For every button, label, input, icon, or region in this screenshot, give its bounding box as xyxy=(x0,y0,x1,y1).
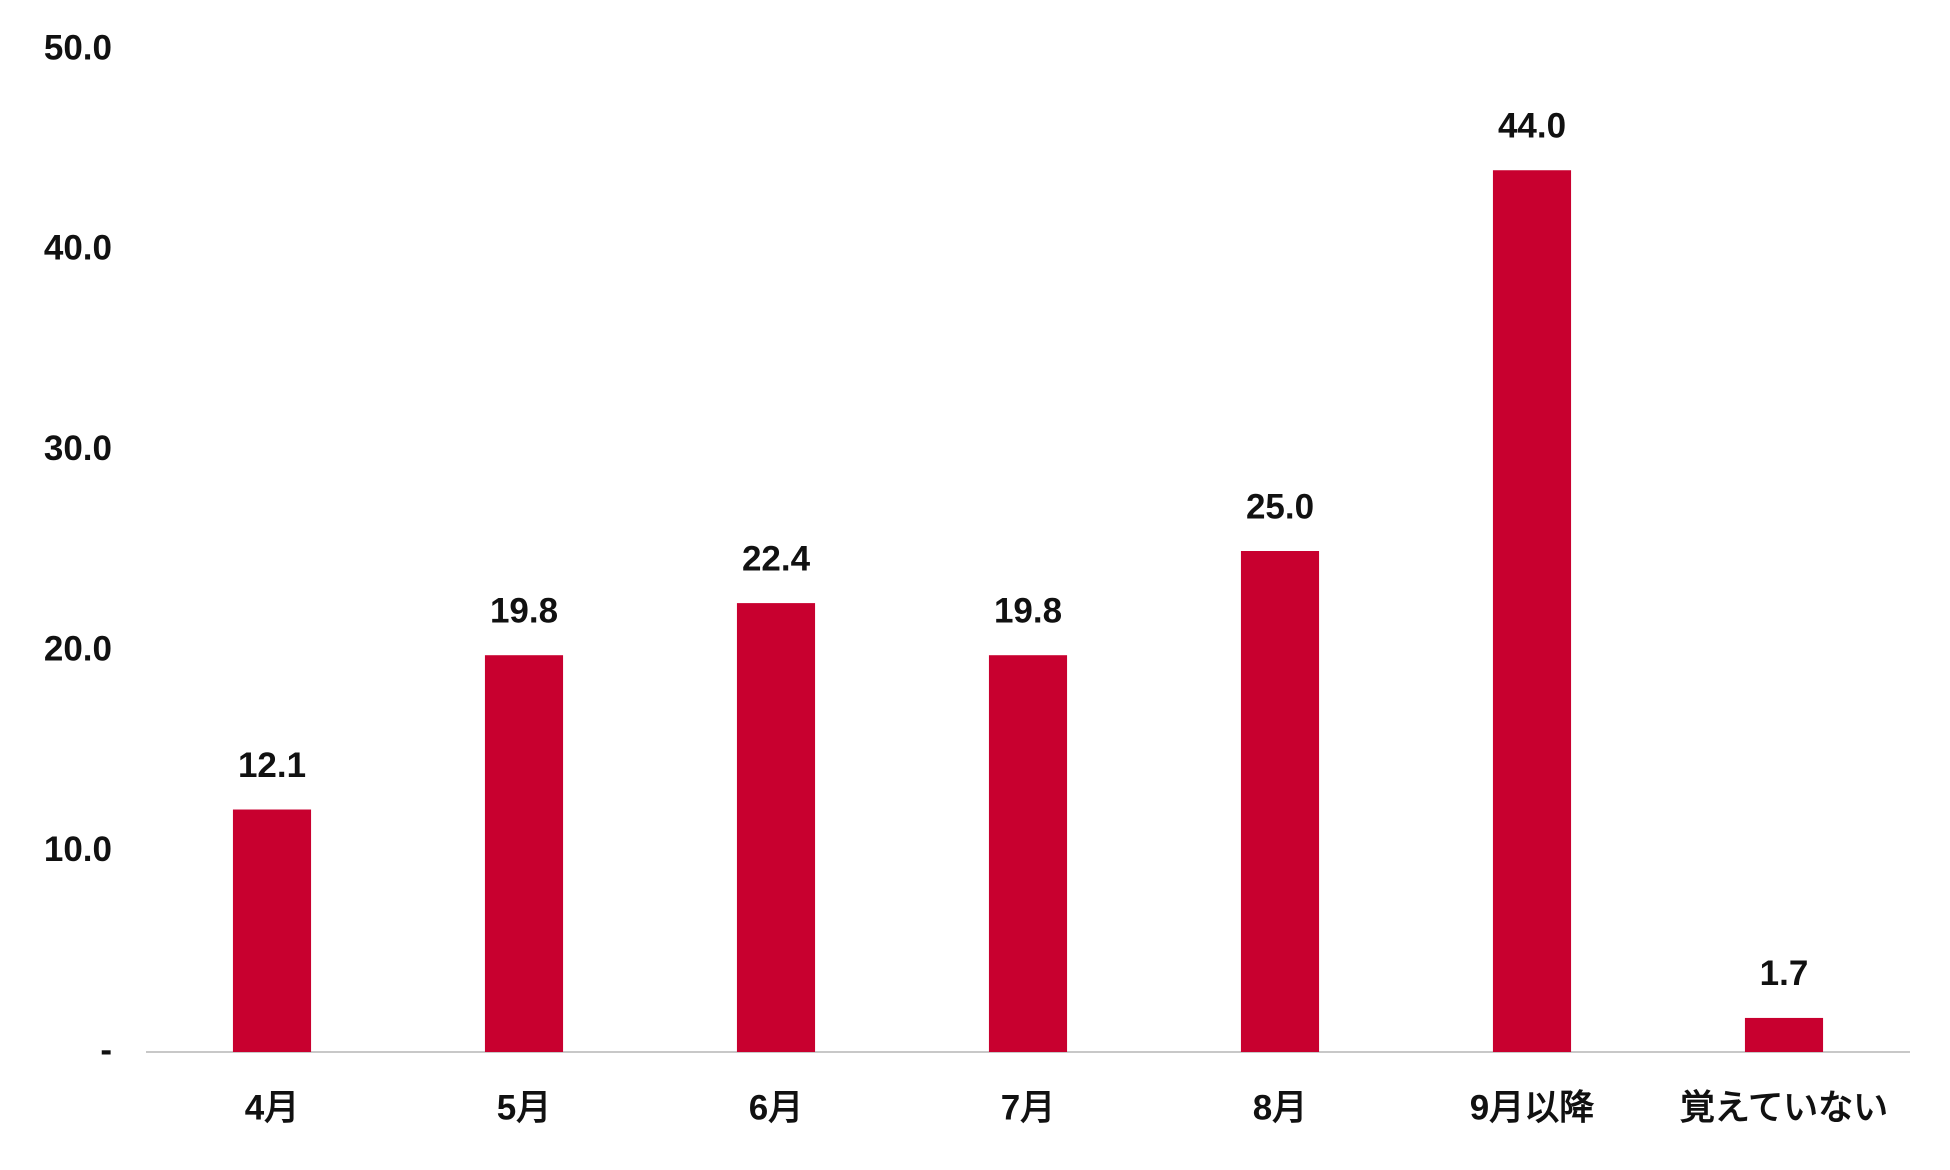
data-label: 25.0 xyxy=(1246,487,1314,526)
x-tick-label: 7月 xyxy=(1001,1088,1055,1127)
data-label: 19.8 xyxy=(994,591,1062,630)
bar xyxy=(736,603,816,1052)
y-tick-label: 40.0 xyxy=(44,229,112,268)
data-label: 1.7 xyxy=(1760,954,1809,993)
x-tick-label: 9月以降 xyxy=(1470,1088,1594,1127)
y-tick-label: 30.0 xyxy=(44,429,112,468)
x-tick-label: 5月 xyxy=(497,1088,551,1127)
data-label: 22.4 xyxy=(742,539,811,578)
y-tick-label: - xyxy=(100,1030,112,1069)
y-tick-label: 20.0 xyxy=(44,629,112,668)
data-label: 19.8 xyxy=(490,591,558,630)
bar xyxy=(1240,551,1320,1052)
bar xyxy=(1744,1017,1824,1052)
x-tick-label: 4月 xyxy=(245,1088,299,1127)
bar xyxy=(1492,170,1572,1053)
data-label: 12.1 xyxy=(238,746,306,785)
x-tick-label: 8月 xyxy=(1253,1088,1307,1127)
x-tick-label: 覚えていない xyxy=(1680,1088,1888,1127)
bar xyxy=(232,809,312,1052)
bar xyxy=(988,655,1068,1052)
x-tick-label: 6月 xyxy=(749,1088,803,1127)
y-tick-label: 10.0 xyxy=(44,830,112,869)
y-tick-label: 50.0 xyxy=(44,28,112,67)
bar xyxy=(484,655,564,1052)
data-label: 44.0 xyxy=(1498,106,1566,145)
